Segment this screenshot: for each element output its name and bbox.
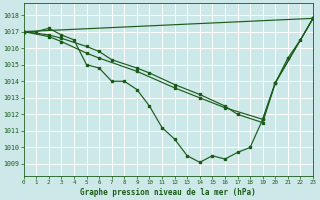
X-axis label: Graphe pression niveau de la mer (hPa): Graphe pression niveau de la mer (hPa) <box>80 188 256 197</box>
